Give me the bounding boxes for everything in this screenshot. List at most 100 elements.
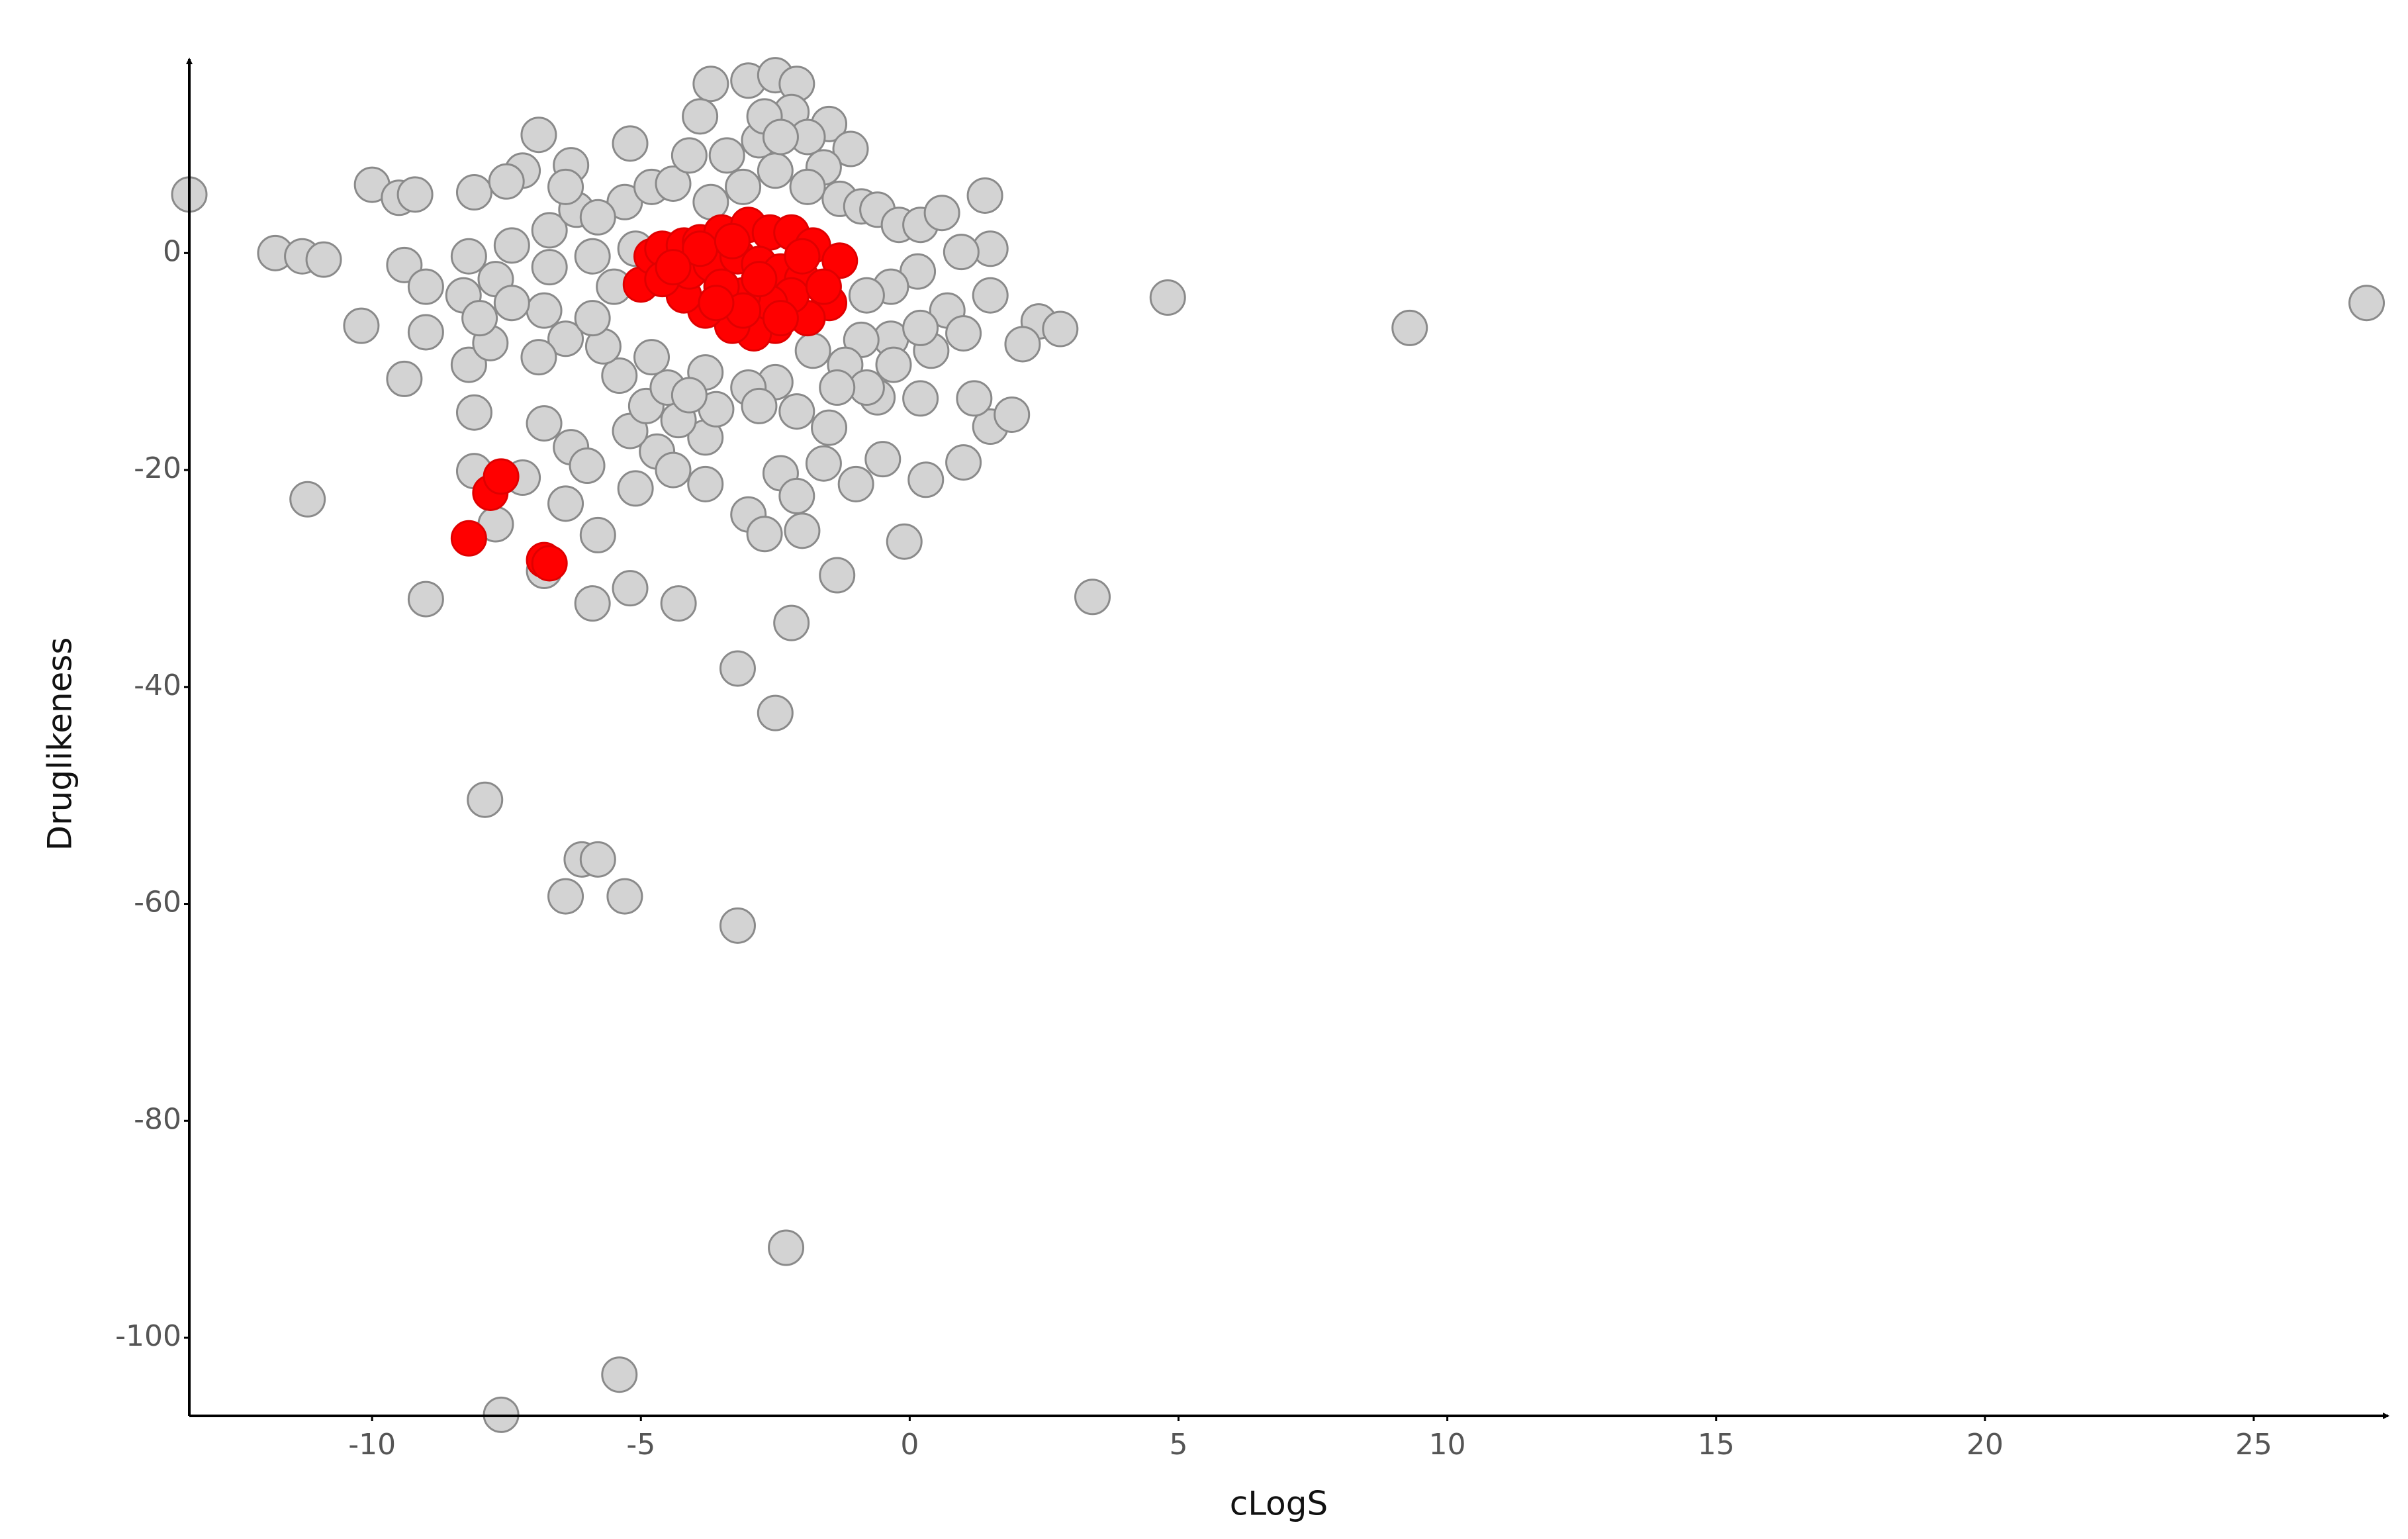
points [171, 57, 2385, 1433]
point [923, 195, 960, 232]
point [455, 174, 492, 211]
point [778, 393, 815, 430]
y-tick-label: -80 [134, 1102, 181, 1136]
y-tick-label: 0 [163, 234, 181, 268]
point [819, 557, 856, 594]
point [837, 465, 874, 502]
point [757, 694, 794, 731]
point [768, 1229, 805, 1266]
point [741, 261, 778, 298]
x-tick-label: 10 [1429, 1428, 1466, 1462]
point [692, 66, 729, 103]
point [972, 277, 1009, 314]
point [725, 168, 762, 205]
x-tick-label: 0 [900, 1428, 919, 1462]
point [547, 168, 584, 205]
point [407, 581, 444, 618]
point [1042, 310, 1079, 348]
point [547, 878, 584, 915]
point [547, 485, 584, 522]
point [455, 394, 492, 431]
point [714, 222, 751, 259]
point [396, 176, 434, 213]
point [994, 396, 1031, 433]
point [1149, 279, 1186, 316]
point [450, 520, 487, 557]
point [719, 650, 756, 687]
point [483, 458, 520, 495]
point [784, 512, 821, 549]
point [606, 878, 643, 915]
point [531, 249, 568, 286]
point [579, 516, 616, 553]
point [811, 409, 848, 446]
point [579, 841, 616, 878]
point [698, 285, 735, 322]
point [520, 339, 557, 376]
point [1391, 309, 1428, 346]
point [708, 137, 745, 174]
y-tick-label: -100 [115, 1319, 181, 1353]
point [966, 177, 1003, 214]
point [601, 1356, 638, 1393]
x-tick-label: 5 [1169, 1428, 1187, 1462]
point [778, 477, 815, 514]
point [956, 380, 993, 417]
point [450, 346, 487, 383]
point [1004, 326, 1041, 363]
point [945, 315, 982, 352]
point [493, 285, 530, 322]
point [671, 137, 708, 174]
y-tick-label: -20 [134, 451, 181, 485]
point [617, 470, 654, 507]
point [832, 130, 869, 167]
point [461, 300, 498, 337]
x-tick-label: -5 [626, 1428, 655, 1462]
point [875, 346, 912, 383]
point [660, 585, 697, 622]
point [945, 444, 982, 481]
point [574, 238, 611, 275]
point [547, 320, 584, 357]
point [687, 465, 724, 502]
point [574, 300, 611, 337]
y-axis-label: Druglikeness [41, 637, 79, 851]
x-axis-label: cLogS [1230, 1485, 1328, 1523]
point [655, 165, 692, 202]
point [493, 227, 530, 264]
point [762, 300, 799, 337]
point [531, 212, 568, 249]
point [746, 516, 783, 553]
point [821, 242, 858, 279]
point [601, 357, 638, 394]
point [805, 445, 842, 482]
point [819, 369, 856, 406]
point [467, 781, 504, 818]
point [719, 907, 756, 944]
point [907, 461, 945, 498]
x-tick-label: -10 [348, 1428, 396, 1462]
point [612, 125, 649, 162]
point [612, 570, 649, 607]
y-tick-label: -60 [134, 886, 181, 919]
point [692, 183, 729, 220]
point [574, 585, 611, 622]
point [848, 277, 885, 314]
point [633, 339, 671, 376]
point [407, 268, 444, 305]
x-tick-label: 25 [2235, 1428, 2272, 1462]
point [682, 98, 719, 135]
point [289, 481, 326, 518]
point [526, 292, 563, 329]
point [773, 604, 810, 641]
point [520, 117, 557, 154]
point [886, 523, 923, 560]
point [655, 451, 692, 489]
point [386, 360, 423, 397]
point [2348, 285, 2385, 322]
point [794, 332, 831, 369]
point [789, 168, 826, 205]
point [943, 234, 980, 271]
point [805, 268, 842, 305]
